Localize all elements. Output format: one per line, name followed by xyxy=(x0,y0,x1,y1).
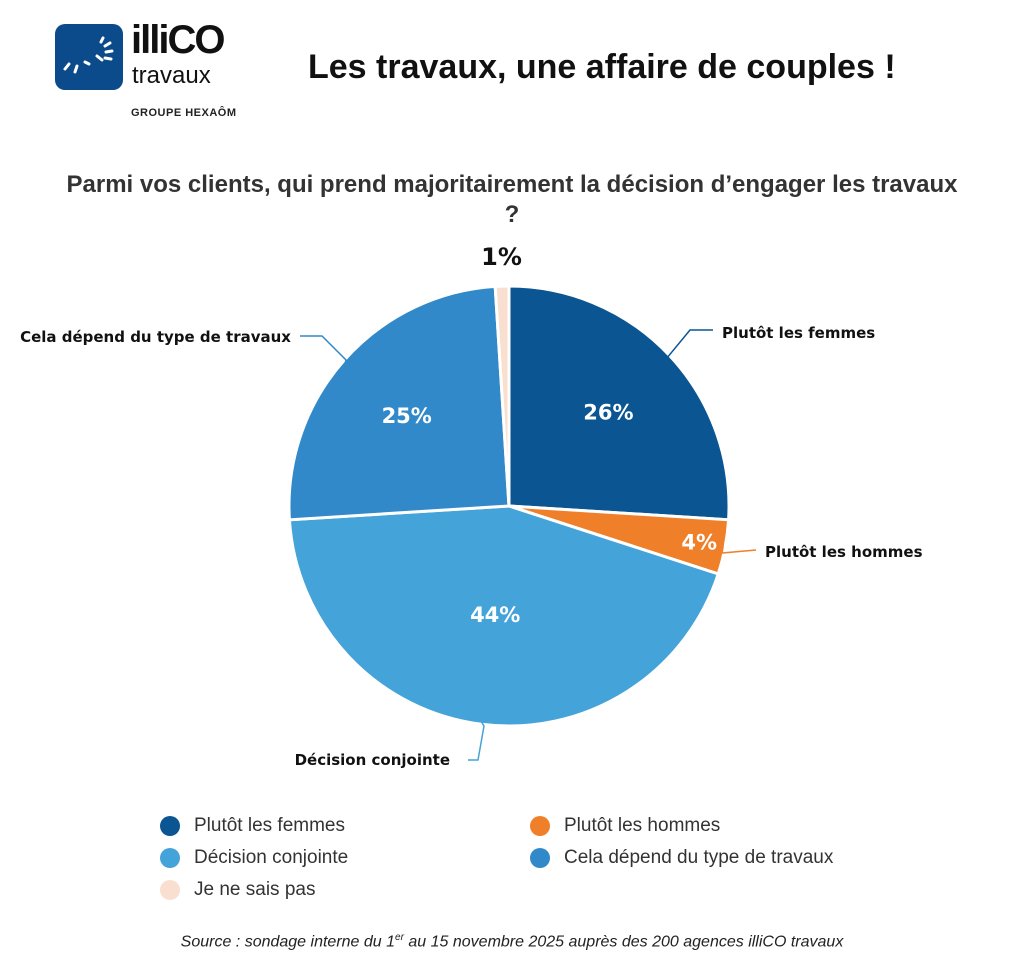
slice-callout-label: Plutôt les femmes xyxy=(722,324,875,342)
leader-line xyxy=(300,335,347,363)
leader-line xyxy=(468,721,485,761)
legend-item: Décision conjointe xyxy=(160,847,348,869)
pie-slice xyxy=(287,284,511,522)
brand-name: illiCO xyxy=(131,18,225,62)
legend-item: Je ne sais pas xyxy=(160,879,315,901)
source-superscript: er xyxy=(395,932,404,943)
chart-title: Parmi vos clients, qui prend majoritaire… xyxy=(66,171,958,228)
slice-callout-label: Décision conjointe xyxy=(295,751,450,769)
brand-logo: illiCO travaux GROUPE HEXAÔM xyxy=(55,18,255,122)
legend-swatch xyxy=(160,848,180,868)
slice-value-label: 44% xyxy=(470,603,520,627)
legend-item: Plutôt les femmes xyxy=(160,815,345,837)
leader-line xyxy=(667,329,713,358)
legend-swatch xyxy=(160,880,180,900)
source-text-end: au 15 novembre 2025 auprès des 200 agenc… xyxy=(403,933,844,951)
source-text: Source : sondage interne du 1 xyxy=(180,933,396,951)
legend-item: Cela dépend du type de travaux xyxy=(530,847,833,869)
sparkle-icon xyxy=(63,36,114,74)
legend-label: Je ne sais pas xyxy=(194,879,316,900)
slice-callout-label: Plutôt les hommes xyxy=(765,543,923,561)
pie-slice xyxy=(287,504,721,728)
legend-item: Plutôt les hommes xyxy=(530,815,720,837)
slice-value-label: 25% xyxy=(382,404,432,428)
slice-value-label: 1% xyxy=(481,243,522,271)
legend-swatch xyxy=(530,848,550,868)
leader-line xyxy=(721,546,757,554)
page-headline: Les travaux, une affaire de couples ! xyxy=(308,48,896,86)
legend-label: Plutôt les femmes xyxy=(194,815,345,836)
legend-label: Décision conjointe xyxy=(194,847,349,868)
pie-slice xyxy=(493,284,511,507)
legend-swatch xyxy=(160,816,180,836)
legend-swatch xyxy=(530,816,550,836)
brand-group: GROUPE HEXAÔM xyxy=(131,107,237,119)
slice-value-label: 26% xyxy=(583,401,633,425)
logo-mark xyxy=(55,24,123,90)
legend-label: Plutôt les hommes xyxy=(564,815,721,836)
legend-label: Cela dépend du type de travaux xyxy=(564,847,834,868)
slice-value-label: 4% xyxy=(681,530,717,554)
slice-callout-label: Cela dépend du type de travaux xyxy=(20,328,291,346)
brand-subtitle: travaux xyxy=(132,62,211,89)
source-note: Source : sondage interne du 1er au 15 no… xyxy=(0,932,1024,951)
